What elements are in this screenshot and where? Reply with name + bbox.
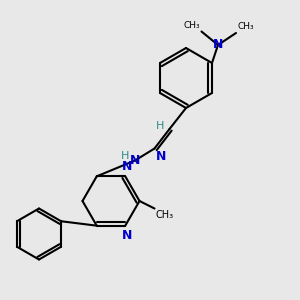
Text: N: N bbox=[156, 150, 166, 163]
Text: N: N bbox=[213, 38, 223, 52]
Text: CH₃: CH₃ bbox=[183, 21, 200, 30]
Text: H: H bbox=[121, 151, 129, 161]
Text: N: N bbox=[122, 160, 132, 173]
Text: H: H bbox=[156, 121, 164, 131]
Text: CH₃: CH₃ bbox=[238, 22, 254, 32]
Text: N: N bbox=[122, 229, 132, 242]
Text: CH₃: CH₃ bbox=[156, 210, 174, 220]
Text: N: N bbox=[130, 154, 140, 167]
